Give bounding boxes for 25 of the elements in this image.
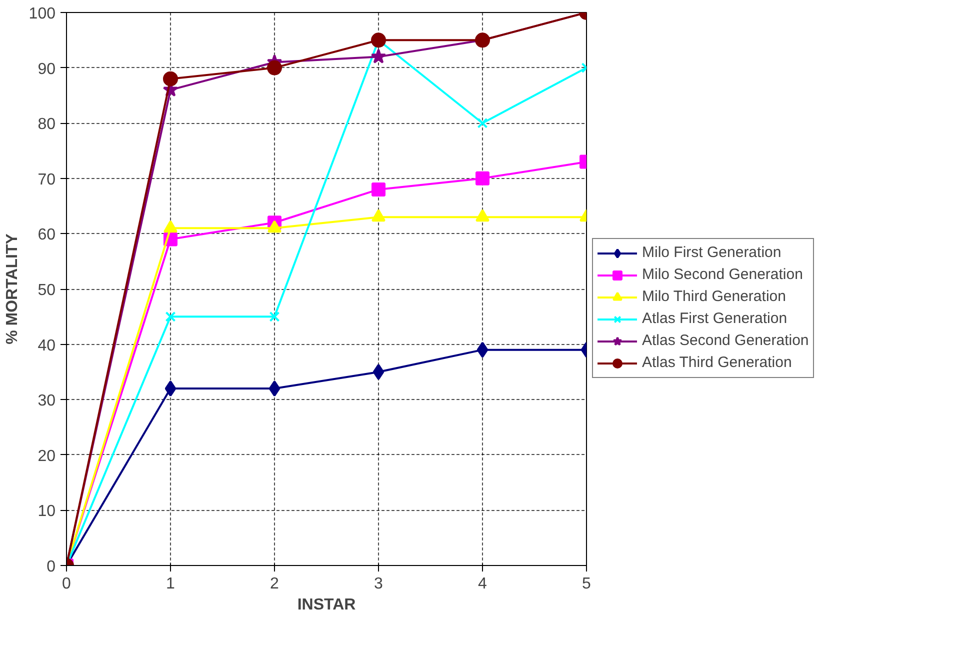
x-tick-label: 3: [374, 576, 384, 592]
y-tick-label: 90: [38, 60, 56, 78]
legend-label: Atlas First Generation: [642, 310, 788, 327]
y-axis-title: % MORTALITY: [4, 233, 21, 344]
x-tick-label: 5: [582, 576, 592, 592]
legend-label: Milo Third Generation: [642, 288, 786, 305]
x-axis-title: INSTAR: [297, 596, 356, 614]
y-tick-label: 70: [38, 171, 56, 188]
y-tick-label: 20: [38, 448, 56, 465]
x-tick-label: 1: [166, 576, 176, 592]
y-tick-label: 80: [38, 116, 56, 134]
y-tick-label: 40: [38, 337, 56, 354]
x-tick-label: 0: [62, 576, 72, 592]
y-tick-label: 100: [28, 6, 56, 22]
y-tick-label: 30: [38, 392, 56, 410]
y-tick-label: 0: [46, 558, 56, 576]
legend-label: Milo Second Generation: [642, 266, 803, 283]
x-tick-label: 4: [478, 576, 488, 592]
legend-label: Atlas Third Generation: [642, 354, 792, 371]
y-tick-label: 10: [38, 503, 56, 520]
legend-label: Milo First Generation: [642, 244, 782, 261]
y-tick-label: 60: [38, 226, 56, 244]
x-tick-label: 2: [270, 576, 280, 592]
legend-label: Atlas Second Generation: [642, 332, 809, 349]
y-tick-label: 50: [38, 282, 56, 299]
